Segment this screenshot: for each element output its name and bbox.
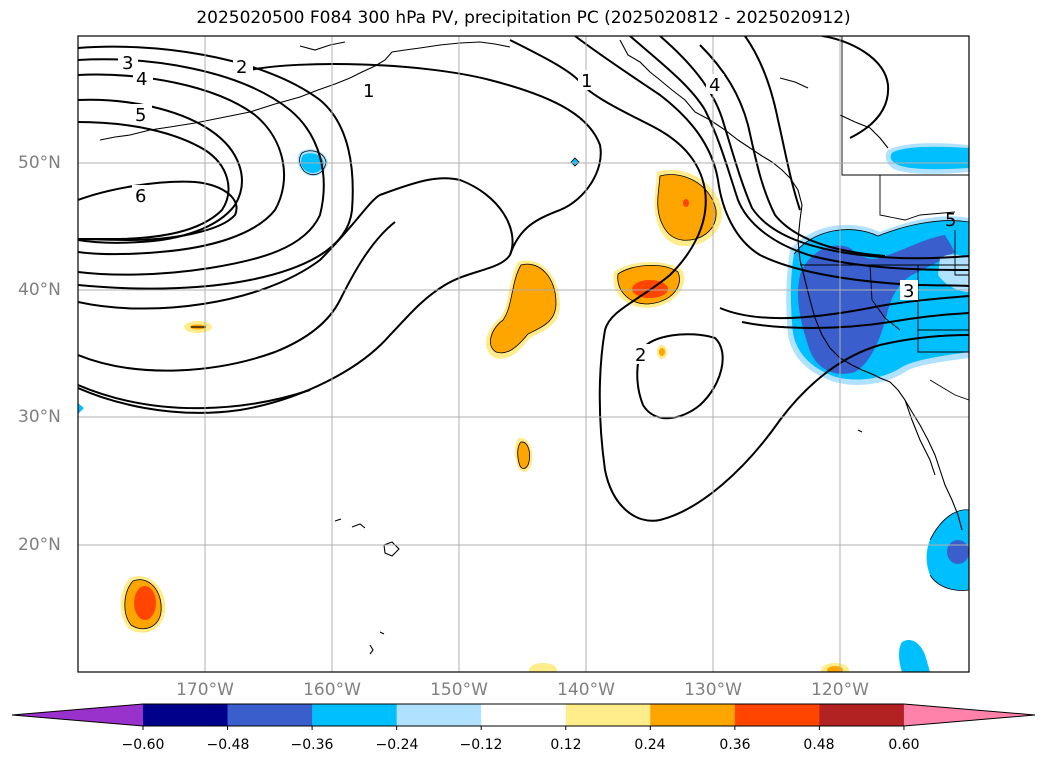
lon-tick-label: 150°W [430,680,488,700]
colorbar-segment [312,704,398,726]
colorbar-segments [12,704,1035,726]
colorbar-tick-label: −0.24 [375,737,419,753]
colorbar-tick-label: −0.60 [121,737,165,753]
lon-tick-label: 160°W [303,680,361,700]
lat-tick-label: 30°N [18,407,61,427]
colorbar-segment [396,704,482,726]
colorbar-tick-label: 0.36 [719,737,751,753]
map-area: 3 4 5 6 2 1 1 4 2 3 5 [78,36,969,672]
colorbar-segment [227,704,313,726]
colorbar-segment [481,704,567,726]
contour-label: 3 [122,53,133,74]
colorbar-tickmarks [142,726,905,730]
gridlines [78,36,969,672]
lon-tick-label: 120°W [811,680,869,700]
colorbar-extend-low [12,704,143,726]
contour-label: 5 [135,105,146,126]
precip-negative [78,143,969,672]
lon-tick-label: 170°W [176,680,234,700]
coastlines [99,39,963,655]
contour-label: 4 [709,75,720,96]
contour-label: 1 [581,71,592,92]
contour-label: 5 [945,210,956,231]
map-frame [77,35,970,673]
colorbar [11,703,1036,730]
pv-contours [78,36,969,522]
colorbar-tick-label: 0.24 [634,737,666,753]
colorbar-segment [143,704,229,726]
contour-label: 6 [135,186,146,207]
colorbar-tick-label: −0.48 [206,737,250,753]
lat-tick-label: 20°N [18,535,61,555]
contour-labels: 3 4 5 6 2 1 1 4 2 3 5 [118,52,956,366]
precip-outlines [124,150,969,630]
lon-tick-label: 140°W [557,680,615,700]
contour-label: 3 [903,281,914,302]
colorbar-segment [819,704,905,726]
colorbar-segment [734,704,820,726]
colorbar-tick-label: 0.48 [803,737,835,753]
lon-tick-label: 130°W [684,680,742,700]
colorbar-tick-label: 0.12 [550,737,582,753]
contour-label: 4 [136,69,147,90]
colorbar-tick-label: 0.60 [888,737,920,753]
colorbar-segment [650,704,736,726]
precip-positive [120,169,849,672]
colorbar-segment [565,704,651,726]
contour-label: 2 [236,57,247,78]
colorbar-tick-label: −0.36 [290,737,334,753]
contour-label: 2 [635,345,646,366]
colorbar-extend-high [903,704,1035,726]
contour-label: 1 [363,81,374,102]
map-title: 2025020500 F084 300 hPa PV, precipitatio… [196,8,851,28]
lat-tick-label: 40°N [18,280,61,300]
lat-tick-label: 50°N [18,153,61,173]
colorbar-tick-label: −0.12 [459,737,503,753]
